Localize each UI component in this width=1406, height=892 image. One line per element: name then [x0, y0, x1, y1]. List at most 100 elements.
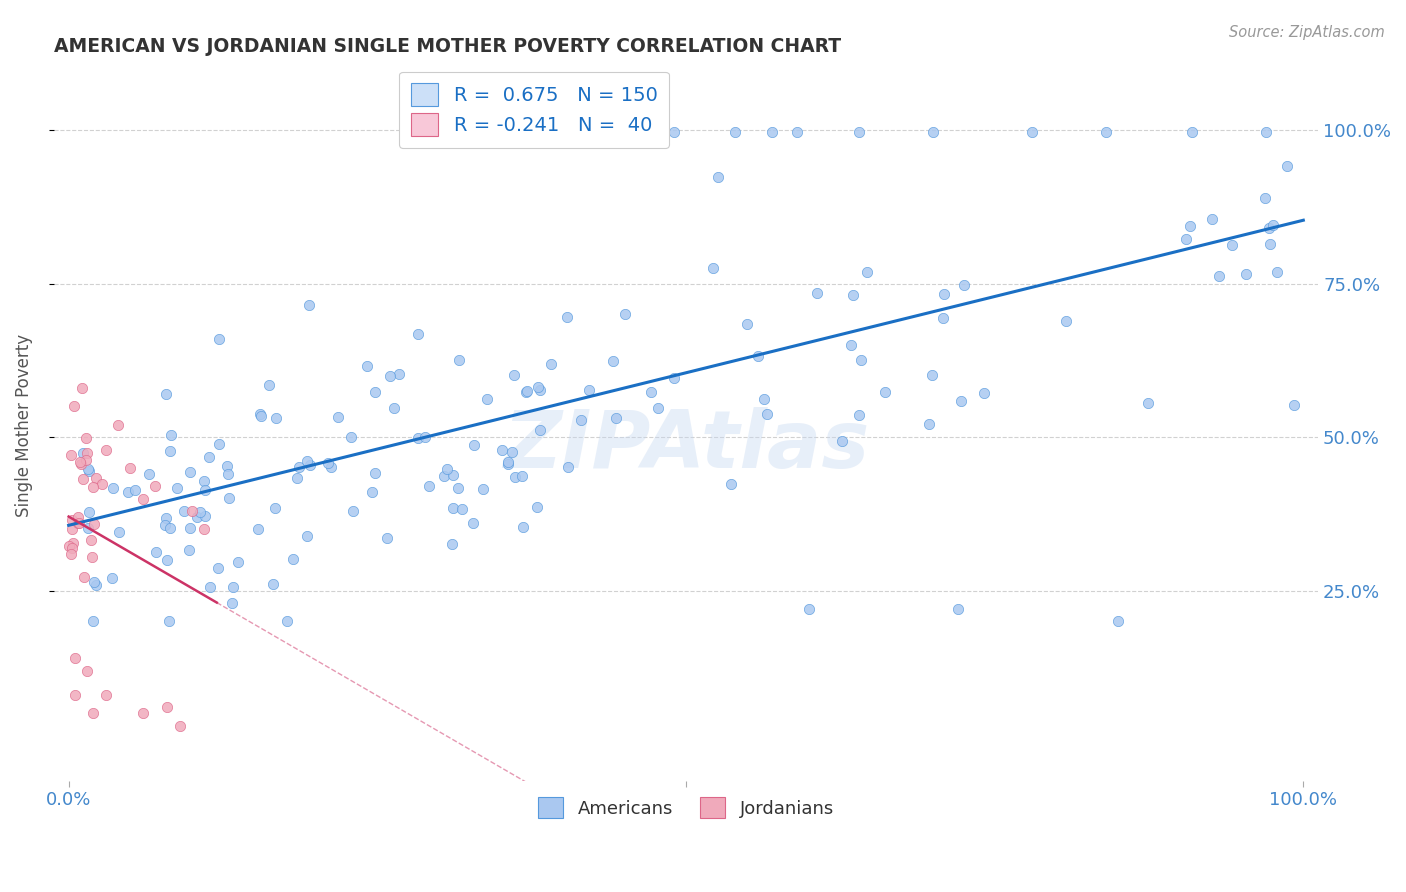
Point — [58, 539, 80, 553]
Point — [76, 664, 98, 678]
Point — [491, 442, 513, 457]
Point — [132, 706, 155, 721]
Point — [59, 548, 82, 562]
Point — [1094, 125, 1116, 139]
Point — [946, 602, 969, 616]
Point — [1178, 219, 1201, 234]
Point — [461, 516, 484, 531]
Point — [101, 481, 124, 495]
Legend: Americans, Jordanians: Americans, Jordanians — [530, 790, 841, 825]
Point — [527, 125, 550, 139]
Point — [86, 578, 108, 592]
Point — [60, 541, 83, 556]
Point — [117, 485, 139, 500]
Point — [973, 386, 995, 401]
Point — [200, 580, 222, 594]
Point — [155, 553, 177, 567]
Point — [63, 688, 86, 702]
Point — [375, 532, 398, 546]
Point — [285, 471, 308, 485]
Point — [1174, 232, 1197, 246]
Point — [169, 719, 191, 733]
Point — [555, 310, 578, 325]
Point — [82, 480, 104, 494]
Point — [73, 570, 96, 584]
Point — [364, 466, 387, 480]
Point — [1181, 125, 1204, 139]
Point — [60, 522, 83, 536]
Point — [873, 385, 896, 400]
Point — [207, 561, 229, 575]
Point — [453, 125, 475, 139]
Point — [447, 481, 470, 495]
Point — [83, 574, 105, 589]
Point — [406, 431, 429, 445]
Point — [848, 408, 870, 422]
Point — [1234, 267, 1257, 281]
Point — [299, 458, 322, 472]
Point — [155, 518, 177, 533]
Point — [62, 399, 84, 413]
Point — [578, 384, 600, 398]
Point — [77, 520, 100, 534]
Point — [66, 516, 89, 531]
Point — [441, 500, 464, 515]
Point — [557, 459, 579, 474]
Point — [143, 479, 166, 493]
Point — [328, 409, 350, 424]
Point — [1275, 159, 1298, 173]
Point — [640, 384, 662, 399]
Point — [356, 359, 378, 373]
Point — [1265, 265, 1288, 279]
Point — [932, 286, 955, 301]
Point — [75, 453, 97, 467]
Point — [1054, 314, 1077, 328]
Point — [569, 413, 592, 427]
Point — [159, 443, 181, 458]
Point — [755, 407, 778, 421]
Point — [94, 688, 117, 702]
Point — [529, 423, 551, 437]
Point — [526, 380, 548, 394]
Point — [388, 367, 411, 381]
Point — [1021, 125, 1043, 139]
Point — [848, 125, 870, 139]
Point — [208, 437, 231, 451]
Point — [138, 467, 160, 481]
Point — [382, 401, 405, 415]
Point — [72, 472, 94, 486]
Point — [76, 445, 98, 459]
Point — [221, 596, 243, 610]
Point — [77, 462, 100, 476]
Point — [60, 513, 83, 527]
Point — [218, 491, 240, 506]
Point — [173, 504, 195, 518]
Point — [82, 706, 104, 721]
Text: Source: ZipAtlas.com: Source: ZipAtlas.com — [1229, 25, 1385, 40]
Point — [602, 354, 624, 368]
Point — [724, 125, 747, 139]
Point — [839, 338, 862, 352]
Point — [257, 378, 280, 392]
Point — [83, 516, 105, 531]
Point — [120, 461, 142, 475]
Point — [496, 457, 519, 471]
Point — [664, 371, 686, 385]
Point — [1107, 615, 1129, 629]
Y-axis label: Single Mother Poverty: Single Mother Poverty — [15, 334, 32, 516]
Point — [156, 700, 179, 714]
Point — [515, 384, 537, 399]
Point — [72, 445, 94, 459]
Point — [222, 580, 245, 594]
Point — [75, 431, 97, 445]
Point — [94, 442, 117, 457]
Point — [107, 417, 129, 432]
Point — [62, 536, 84, 550]
Point — [193, 474, 215, 488]
Point — [605, 411, 627, 425]
Point — [124, 483, 146, 498]
Point — [406, 326, 429, 341]
Point — [194, 483, 217, 497]
Point — [831, 434, 853, 448]
Point — [707, 169, 730, 184]
